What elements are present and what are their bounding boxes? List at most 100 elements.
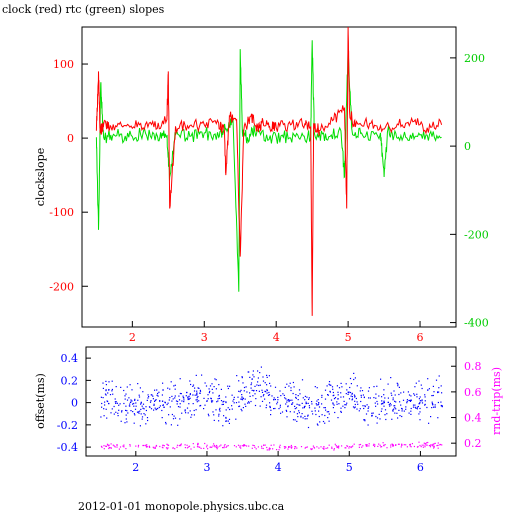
scatter-point-offset — [177, 406, 180, 408]
scatter-point-rnd-trip — [289, 446, 291, 448]
scatter-point-rnd-trip — [436, 445, 438, 447]
scatter-point-offset — [127, 412, 129, 414]
series-line-clock — [95, 26, 443, 316]
scatter-point-offset — [287, 405, 289, 407]
scatter-point-offset — [223, 415, 225, 417]
scatter-point-rnd-trip — [244, 444, 246, 447]
scatter-point-offset — [330, 384, 332, 386]
scatter-point-offset — [438, 387, 440, 389]
scatter-point-rnd-trip — [108, 447, 110, 449]
scatter-point-offset — [115, 401, 117, 403]
y-tick-label-right: -400 — [464, 317, 489, 330]
scatter-point-offset — [268, 391, 270, 394]
scatter-point-offset — [373, 386, 375, 388]
scatter-point-offset — [165, 421, 167, 424]
scatter-point-offset — [132, 411, 134, 413]
scatter-point-offset — [152, 398, 154, 400]
scatter-point-offset — [208, 392, 210, 394]
scatter-point-offset — [227, 385, 229, 387]
scatter-point-rnd-trip — [243, 444, 245, 446]
scatter-point-offset — [354, 396, 356, 398]
scatter-point-rnd-trip — [350, 446, 352, 449]
scatter-point-offset — [372, 412, 374, 414]
scatter-point-offset — [196, 393, 198, 395]
scatter-point-rnd-trip — [110, 443, 112, 445]
y-tick-label-right: -200 — [464, 228, 489, 241]
scatter-point-offset — [367, 407, 369, 409]
scatter-point-rnd-trip — [327, 447, 329, 449]
scatter-point-offset — [105, 380, 107, 382]
scatter-point-offset — [332, 388, 334, 390]
scatter-point-rnd-trip — [270, 444, 272, 446]
scatter-point-offset — [104, 393, 107, 395]
scatter-point-offset — [297, 399, 299, 401]
scatter-point-offset — [218, 409, 221, 411]
scatter-point-offset — [416, 406, 418, 408]
scatter-point-offset — [179, 418, 181, 420]
scatter-point-offset — [274, 407, 276, 410]
scatter-point-offset — [397, 417, 399, 419]
scatter-point-offset — [189, 393, 191, 395]
scatter-point-rnd-trip — [255, 448, 257, 450]
scatter-point-offset — [308, 405, 310, 407]
scatter-point-offset — [398, 386, 400, 388]
scatter-point-offset — [204, 382, 206, 384]
scatter-point-offset — [265, 404, 268, 406]
scatter-point-rnd-trip — [424, 446, 426, 448]
scatter-point-offset — [140, 402, 142, 404]
scatter-point-rnd-trip — [323, 447, 325, 449]
scatter-point-offset — [321, 394, 323, 396]
scatter-point-offset — [435, 379, 438, 381]
scatter-point-offset — [176, 403, 178, 405]
y-tick-label-left: -0.4 — [57, 441, 78, 454]
scatter-point-rnd-trip — [283, 446, 285, 448]
scatter-point-offset — [225, 396, 227, 398]
scatter-point-offset — [420, 384, 422, 386]
scatter-point-offset — [254, 385, 256, 387]
scatter-point-rnd-trip — [212, 445, 214, 447]
scatter-point-rnd-trip — [263, 444, 265, 446]
scatter-point-offset — [392, 399, 394, 401]
scatter-point-offset — [305, 401, 307, 403]
scatter-point-offset — [178, 395, 180, 397]
scatter-point-offset — [415, 382, 417, 384]
scatter-point-offset — [225, 416, 227, 419]
scatter-point-offset — [115, 402, 117, 404]
scatter-point-offset — [293, 411, 295, 413]
scatter-point-rnd-trip — [421, 444, 423, 446]
scatter-point-offset — [192, 403, 194, 405]
scatter-point-offset — [194, 394, 196, 396]
scatter-point-offset — [397, 385, 399, 387]
scatter-point-rnd-trip — [391, 443, 393, 445]
scatter-point-offset — [209, 385, 212, 387]
scatter-point-offset — [192, 385, 194, 387]
scatter-point-offset — [118, 409, 120, 411]
scatter-point-offset — [243, 390, 245, 392]
scatter-point-offset — [105, 384, 107, 386]
scatter-point-offset — [324, 389, 327, 391]
scatter-point-offset — [431, 395, 433, 397]
y-tick-label-left: 0 — [67, 132, 74, 145]
scatter-point-offset — [384, 409, 387, 411]
scatter-point-offset — [298, 410, 300, 412]
scatter-point-offset — [400, 392, 402, 394]
scatter-point-offset — [157, 392, 159, 395]
scatter-point-offset — [124, 422, 126, 424]
scatter-point-rnd-trip — [227, 445, 229, 447]
scatter-point-offset — [171, 413, 173, 416]
scatter-point-rnd-trip — [206, 446, 208, 448]
scatter-point-offset — [114, 398, 116, 400]
scatter-point-offset — [332, 407, 334, 409]
scatter-point-offset — [132, 403, 134, 405]
scatter-point-offset — [381, 403, 383, 405]
scatter-point-offset — [209, 390, 211, 392]
scatter-point-offset — [392, 397, 394, 399]
scatter-point-offset — [139, 410, 141, 412]
scatter-point-offset — [105, 408, 107, 410]
scatter-point-offset — [307, 414, 309, 416]
scatter-point-offset — [270, 385, 272, 387]
scatter-point-offset — [146, 417, 149, 419]
slopes-panel: 2 3 4 5 6 100 0 -100 -200 200 0 -200 -400 clockslope — [34, 26, 489, 344]
scatter-point-offset — [241, 394, 243, 396]
scatter-point-rnd-trip — [410, 446, 412, 448]
